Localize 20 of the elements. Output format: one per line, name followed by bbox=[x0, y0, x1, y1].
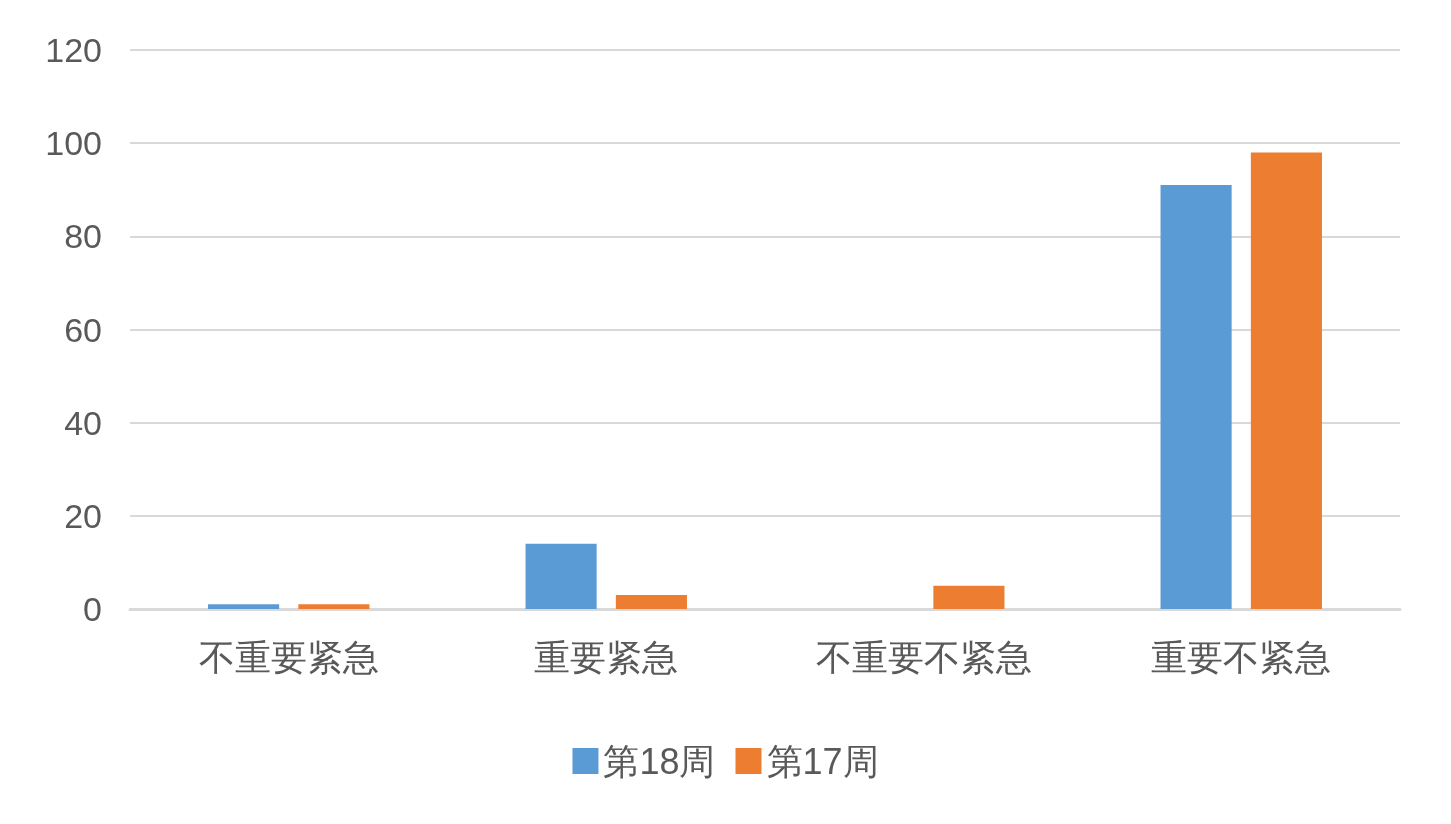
y-tick-label: 120 bbox=[45, 31, 102, 69]
y-tick-label: 80 bbox=[64, 217, 102, 256]
bar bbox=[933, 585, 1005, 609]
y-tick-label: 40 bbox=[64, 403, 102, 442]
x-tick-label: 重要不紧急 bbox=[1151, 636, 1332, 678]
legend-label: 第18周 bbox=[603, 740, 716, 782]
bar bbox=[1250, 152, 1322, 609]
x-tick-label: 不重要不紧急 bbox=[815, 636, 1032, 678]
x-tick-label: 不重要紧急 bbox=[198, 636, 379, 678]
bar bbox=[208, 604, 280, 609]
y-tick-label: 60 bbox=[64, 310, 102, 349]
x-tick-label: 重要紧急 bbox=[534, 636, 679, 678]
y-tick-label: 20 bbox=[64, 496, 102, 535]
bar bbox=[1160, 185, 1232, 609]
bar bbox=[615, 595, 687, 609]
y-tick-label: 100 bbox=[45, 124, 102, 163]
bar bbox=[298, 604, 370, 609]
y-tick-label: 0 bbox=[83, 590, 102, 628]
legend-label: 第17周 bbox=[766, 740, 879, 782]
bar bbox=[525, 543, 597, 609]
